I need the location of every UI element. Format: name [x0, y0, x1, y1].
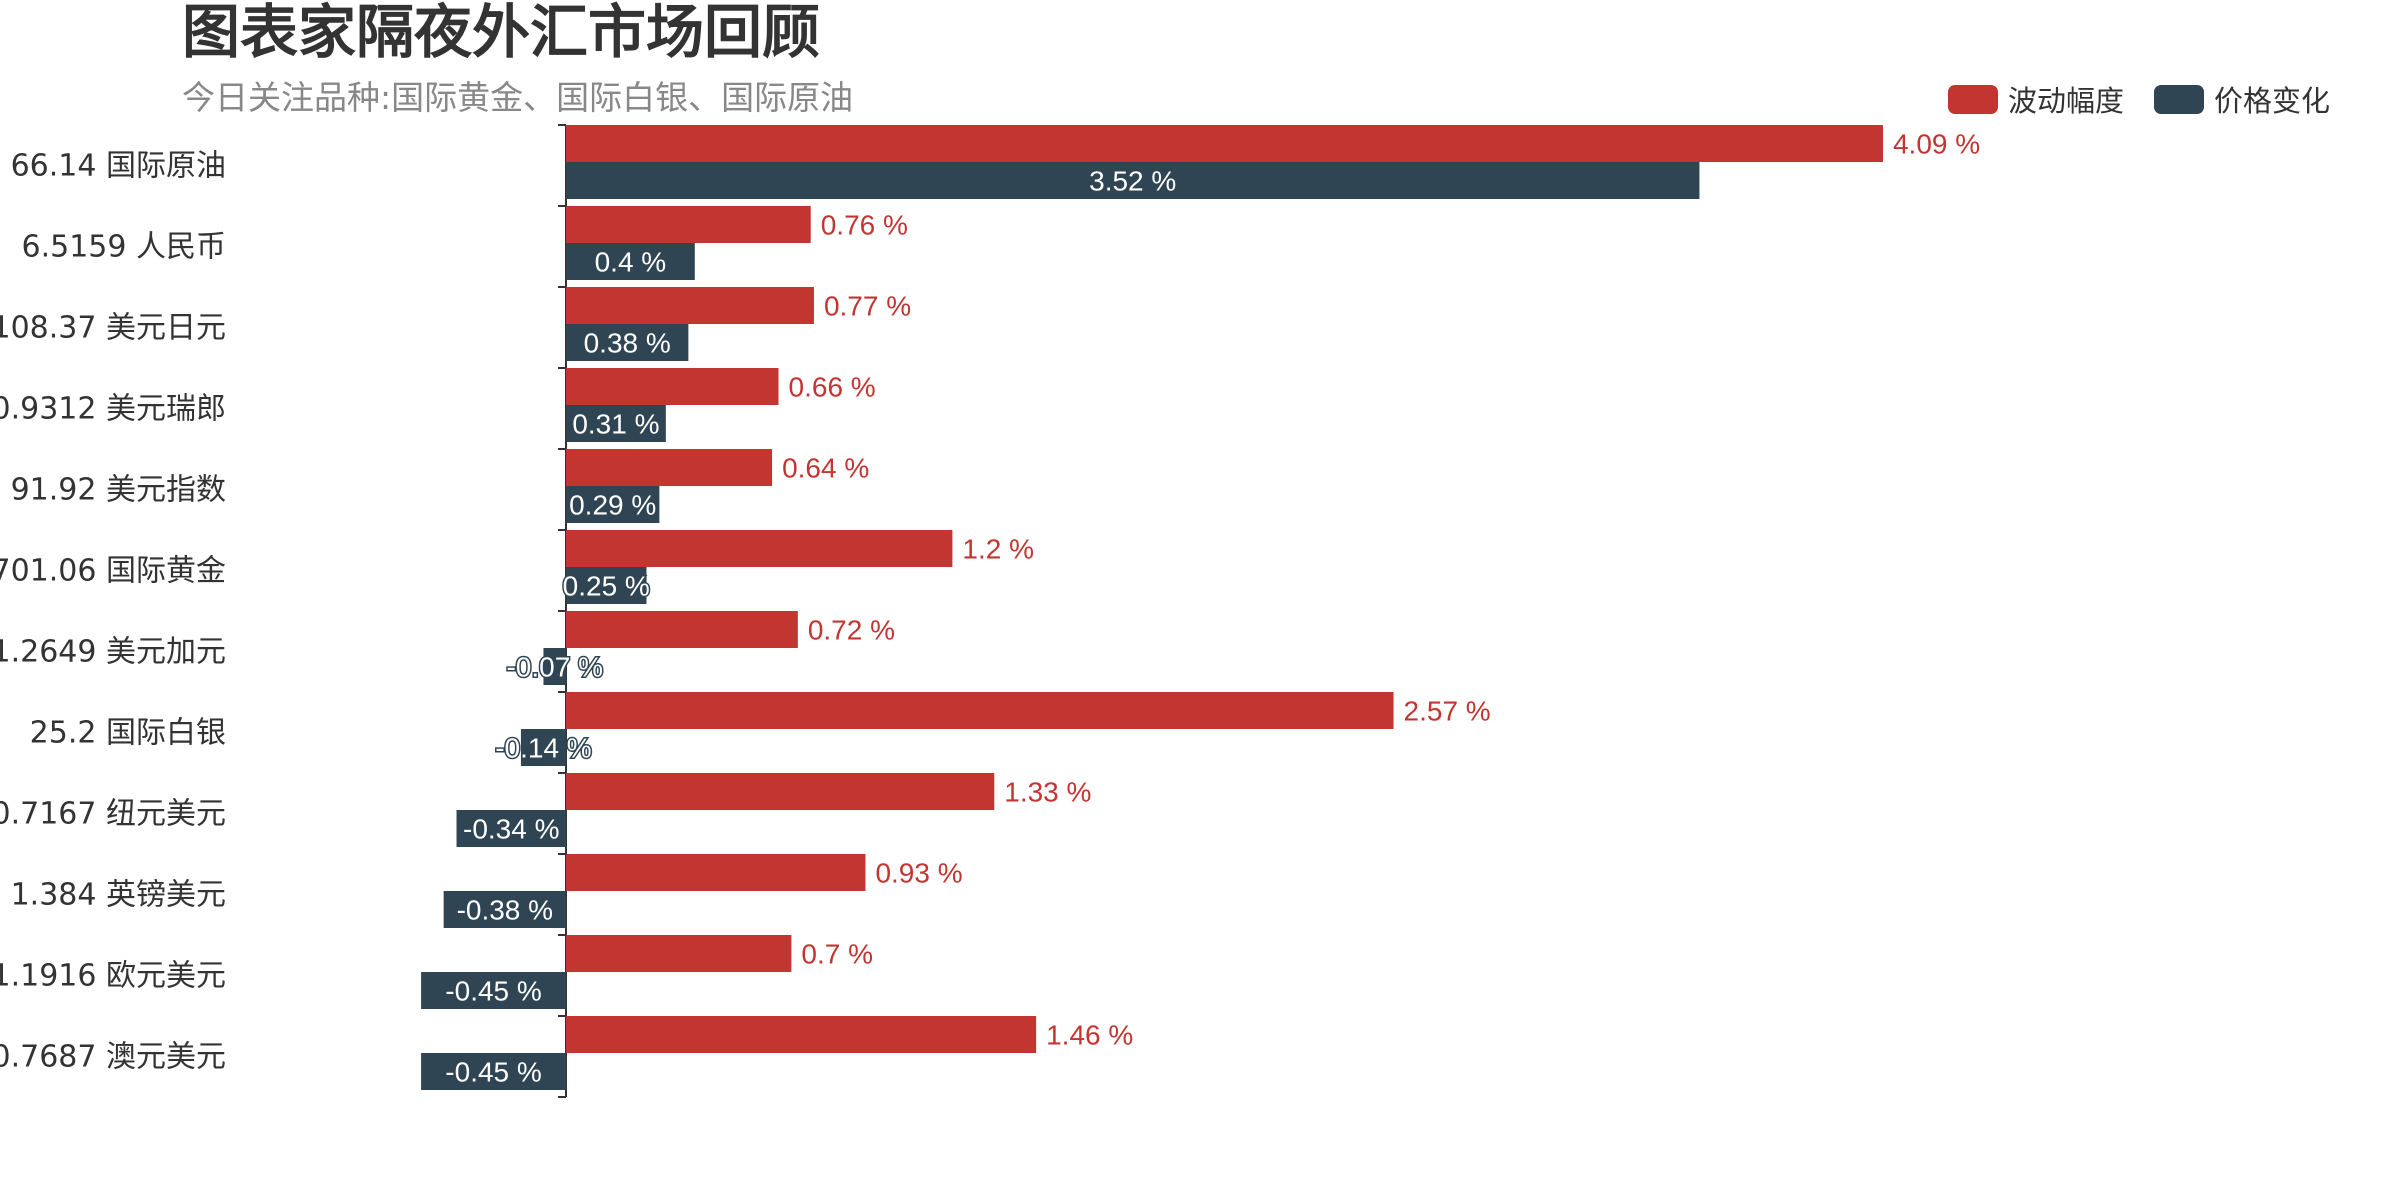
bar-volatility: [566, 287, 814, 324]
data-label-price-change: -0.34 %: [463, 814, 560, 845]
data-label-volatility: 0.72 %: [808, 615, 895, 646]
data-label-price-change: 0.31 %: [572, 409, 659, 440]
y-axis-tick-label: 1.1916 欧元美元: [0, 959, 226, 994]
data-label-volatility: 2.57 %: [1404, 696, 1491, 727]
data-label-volatility: 1.33 %: [1004, 777, 1091, 808]
data-label-price-change: 0.4 %: [595, 247, 667, 278]
legend-swatch-volatility: [1947, 84, 1998, 114]
y-axis-tick-label: 25.2 国际白银: [30, 716, 226, 751]
bar-price-change: [421, 1053, 566, 1090]
legend-label-price-change: 价格变化: [2213, 84, 2330, 118]
data-label-price-change: 0.29 %: [569, 490, 656, 521]
bar-volatility: [566, 206, 811, 243]
y-axis-tick-label: 1.2649 美元加元: [0, 635, 226, 670]
chart-title: 图表家隔夜外汇市场回顾: [182, 0, 821, 66]
bar-price-change: [456, 810, 566, 847]
bar-price-change: [543, 648, 566, 685]
bar-volatility: [566, 449, 773, 486]
data-label-volatility: 0.7 %: [801, 939, 873, 970]
bar-price-change: [520, 729, 566, 766]
bar-volatility: [566, 1016, 1037, 1053]
data-label-price-change: -0.07 %: [506, 652, 603, 683]
data-label-volatility: 1.46 %: [1046, 1020, 1133, 1051]
chart-subtitle: 今日关注品种:国际黄金、国际白银、国际原油: [182, 78, 854, 117]
bar-volatility: [566, 935, 792, 972]
bar-volatility: [566, 368, 779, 405]
bar-price-change: [443, 891, 566, 928]
bar-price-change: [566, 486, 660, 523]
legend-label-volatility: 波动幅度: [2007, 84, 2124, 118]
data-label-volatility: 0.76 %: [821, 210, 908, 241]
legend-item-price-change[interactable]: 价格变化: [2153, 78, 2330, 120]
bar-price-change: [566, 567, 647, 604]
data-label-price-change: 3.52 %: [1089, 166, 1176, 197]
legend-item-volatility[interactable]: 波动幅度: [1947, 78, 2124, 120]
data-label-price-change: -0.38 %: [457, 895, 554, 926]
data-label-price-change: -0.45 %: [445, 976, 542, 1007]
bar-price-change: [566, 243, 695, 280]
bar-volatility: [566, 611, 798, 648]
bar-price-change: [566, 405, 666, 442]
y-axis-tick-label: 91.92 美元指数: [11, 473, 226, 508]
bar-volatility: [566, 854, 866, 891]
y-axis-tick-label: 108.37 美元日元: [0, 311, 226, 346]
y-axis-tick-label: 1701.06 国际黄金: [0, 554, 226, 589]
y-axis-tick-label: 0.7167 纽元美元: [0, 797, 226, 832]
data-label-volatility: 0.93 %: [875, 858, 962, 889]
y-axis-tick-label: 0.9312 美元瑞郎: [0, 392, 226, 427]
data-label-volatility: 0.66 %: [789, 372, 876, 403]
bar-volatility: [566, 773, 995, 810]
bar-price-change: [566, 324, 689, 361]
legend-swatch-price-change: [2153, 84, 2204, 114]
data-label-price-change: 0.38 %: [584, 328, 671, 359]
data-label-volatility: 0.64 %: [782, 453, 869, 484]
data-label-volatility: 0.77 %: [824, 291, 911, 322]
bar-volatility: [566, 530, 953, 567]
bar-price-change: [421, 972, 566, 1009]
y-axis-tick-label: 0.7687 澳元美元: [0, 1040, 226, 1075]
y-axis-tick-label: 66.14 国际原油: [11, 149, 226, 184]
bar-volatility: [566, 692, 1394, 729]
data-label-price-change: -0.45 %: [445, 1057, 542, 1088]
data-label-price-change: -0.14 %: [495, 733, 592, 764]
bar-volatility: [566, 125, 1883, 162]
y-axis-tick-label: 6.5159 人民币: [21, 230, 226, 265]
y-axis-tick-label: 1.384 英镑美元: [11, 878, 226, 913]
data-label-volatility: 1.2 %: [962, 534, 1034, 565]
legend: 波动幅度 价格变化: [1918, 78, 2330, 120]
bar-price-change: [566, 162, 1700, 199]
data-label-volatility: 4.09 %: [1893, 129, 1980, 160]
data-label-price-change: 0.25 %: [563, 571, 650, 602]
